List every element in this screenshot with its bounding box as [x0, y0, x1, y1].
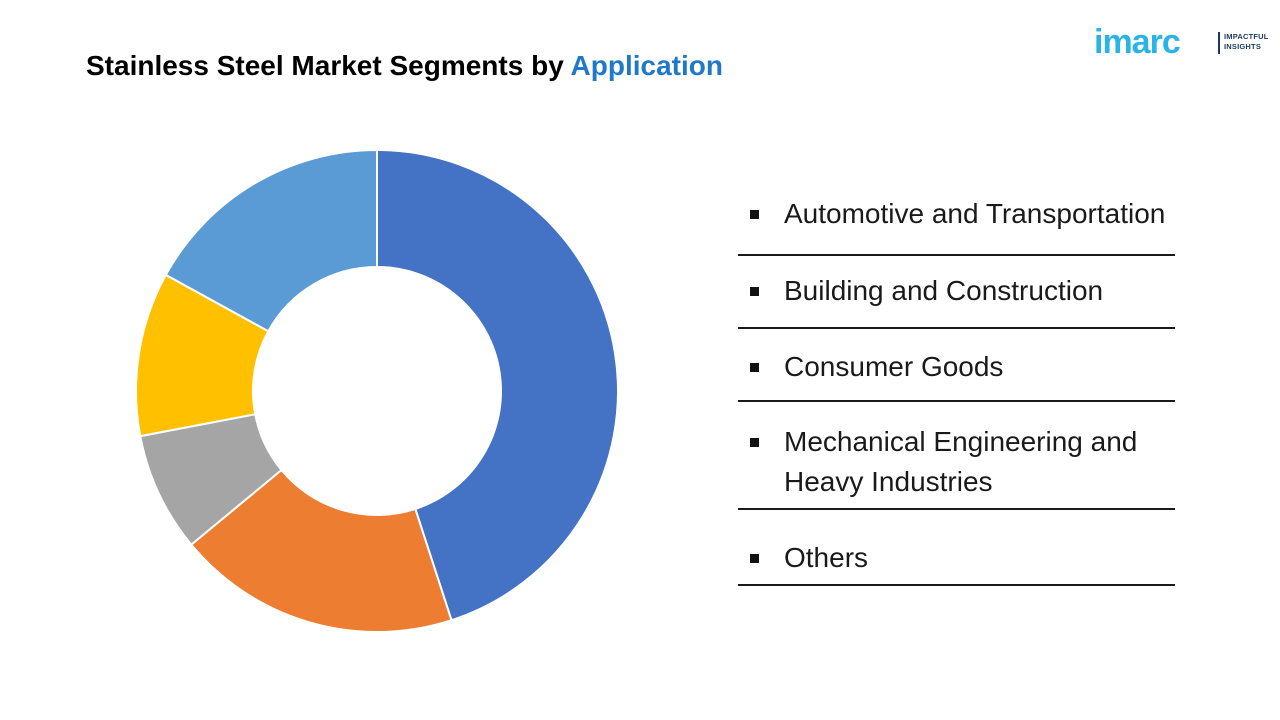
legend-label-4: Mechanical Engineering and Heavy Industr… [784, 426, 1138, 497]
legend-bullet-5 [750, 554, 759, 563]
legend-label-3: Consumer Goods [784, 351, 1004, 382]
imarc-logo: imarc IMPACTFUL INSIGHTS [1094, 18, 1268, 62]
title-accent: Application [570, 50, 723, 81]
donut-slice-1 [376, 148, 619, 622]
legend-item-5: Others [738, 510, 1175, 586]
legend-bullet-1 [750, 210, 759, 219]
legend-label-5: Others [784, 542, 869, 573]
legend-bullet-4 [750, 438, 759, 447]
legend-label-1: Automotive and Transportation [784, 198, 1166, 229]
logo-divider [1218, 32, 1220, 54]
donut-slice-2 [189, 468, 453, 633]
legend-label-2: Building and Construction [784, 275, 1104, 306]
legend-item-2: Building and Construction [738, 256, 1175, 329]
legend-item-1: Automotive and Transportation [738, 176, 1175, 256]
legend-bullet-2 [750, 287, 759, 296]
logo-wordmark: imarc [1094, 23, 1181, 61]
donut-slice-5 [164, 148, 378, 333]
logo-tagline-line1: IMPACTFUL [1224, 32, 1269, 41]
legend-item-3: Consumer Goods [738, 329, 1175, 402]
chart-title: Stainless Steel Market Segments by Appli… [86, 50, 723, 82]
legend-bullet-3 [750, 363, 759, 372]
logo-tagline: IMPACTFUL INSIGHTS [1224, 32, 1268, 52]
chart-legend: Automotive and Transportation Building an… [738, 176, 1238, 586]
logo-tagline-line2: INSIGHTS [1224, 42, 1262, 51]
title-part2: Segments by [389, 50, 564, 81]
title-part1: Stainless Steel Market [86, 50, 382, 81]
legend-item-4: Mechanical Engineering and Heavy Industr… [738, 402, 1175, 510]
